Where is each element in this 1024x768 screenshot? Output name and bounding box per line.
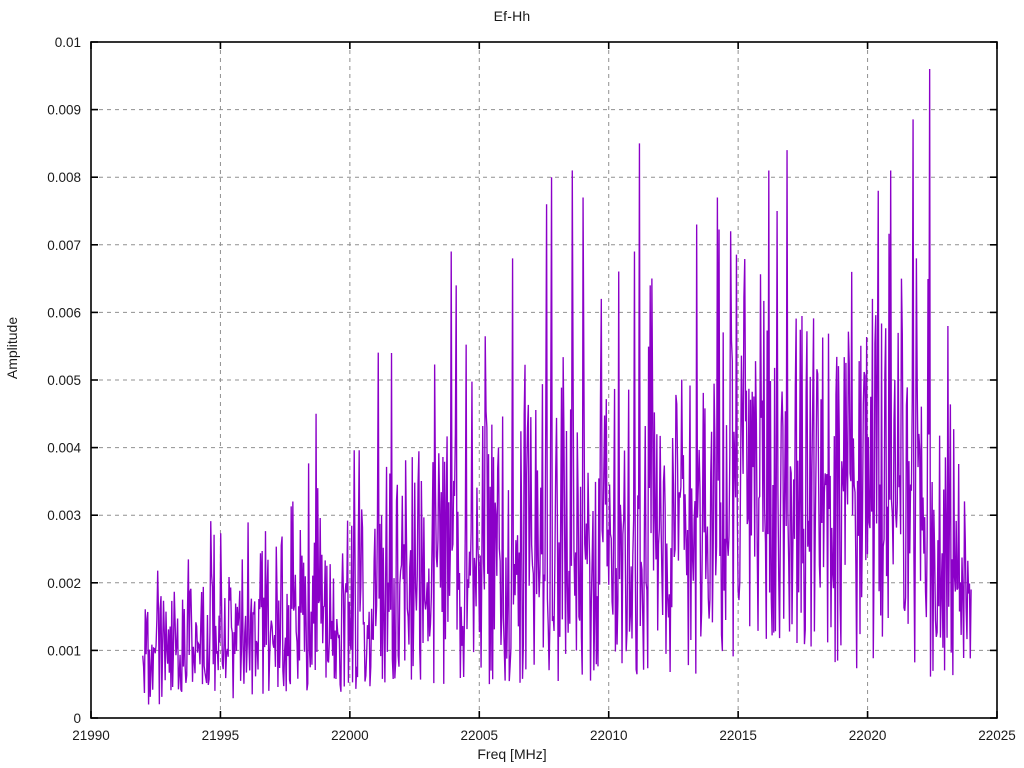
y-tick-label: 0.006: [47, 305, 81, 320]
x-tick-label: 22025: [978, 728, 1016, 743]
y-tick-label: 0: [73, 711, 81, 726]
data-series-ef-hh: [142, 69, 972, 705]
y-tick-label: 0.01: [55, 35, 81, 50]
x-tick-label: 21995: [202, 728, 240, 743]
x-tick-label: 22010: [590, 728, 628, 743]
y-tick-label: 0.007: [47, 238, 81, 253]
y-tick-label: 0.002: [47, 576, 81, 591]
y-tick-label: 0.005: [47, 373, 81, 388]
axis-tick-labels: 0 0.001 0.002 0.003 0.004 0.005 0.006 0.007 0.00…: [47, 35, 1016, 743]
x-tick-label: 22000: [331, 728, 369, 743]
x-axis-label: Freq [MHz]: [477, 746, 547, 762]
axis-ticks: [90, 41, 998, 719]
y-tick-label: 0.003: [47, 508, 81, 523]
x-tick-label: 21990: [72, 728, 110, 743]
x-tick-label: 22015: [719, 728, 757, 743]
y-tick-label: 0.009: [47, 103, 81, 118]
y-tick-label: 0.001: [47, 643, 81, 658]
chart-title: Ef-Hh: [493, 8, 531, 24]
y-tick-label: 0.008: [47, 170, 81, 185]
x-tick-label: 22005: [461, 728, 499, 743]
y-tick-label: 0.004: [47, 441, 81, 456]
x-tick-label: 22020: [849, 728, 887, 743]
